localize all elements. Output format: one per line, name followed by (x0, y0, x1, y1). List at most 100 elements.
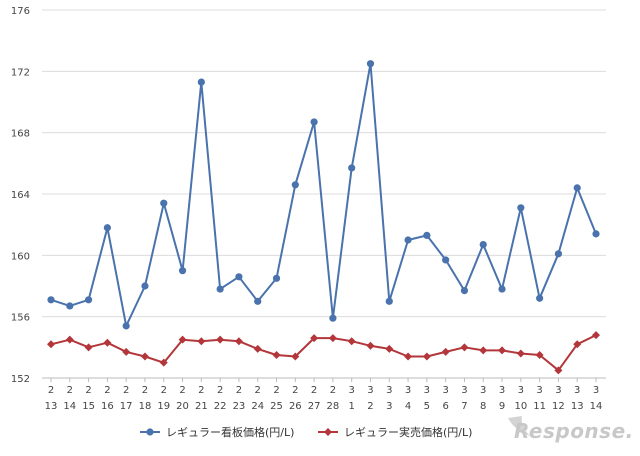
x-tick-month: 2 (236, 385, 242, 396)
response-watermark-logo: Response. (508, 416, 633, 443)
x-tick-month: 3 (442, 385, 448, 396)
legend-marker (324, 428, 332, 436)
data-point (216, 335, 225, 344)
swoosh-icon (508, 416, 530, 436)
data-point (592, 331, 600, 340)
legend-label: レギュラー実売価格(円/L) (344, 425, 472, 439)
x-tick-month: 2 (292, 385, 298, 396)
x-tick-month: 3 (499, 385, 505, 396)
data-point (441, 347, 450, 356)
data-point (385, 297, 393, 305)
x-tick-month: 3 (386, 385, 392, 396)
x-tick-month: 2 (330, 385, 336, 396)
x-tick-day: 5 (424, 401, 430, 412)
x-tick-day: 27 (308, 401, 321, 412)
x-tick-day: 20 (176, 401, 189, 412)
x-tick-day: 4 (405, 401, 411, 412)
data-point (103, 338, 112, 347)
y-tick-label: 172 (11, 67, 30, 78)
data-point (554, 366, 563, 375)
x-tick-month: 2 (311, 385, 317, 396)
x-tick-day: 19 (157, 401, 170, 412)
x-tick-month: 3 (574, 385, 580, 396)
data-point (47, 340, 55, 349)
x-tick-day: 13 (571, 401, 584, 412)
data-point (272, 351, 281, 359)
x-tick-day: 10 (514, 401, 527, 412)
data-point (178, 267, 187, 275)
data-point (348, 164, 356, 172)
x-tick-month: 2 (142, 385, 148, 396)
x-tick-month: 3 (593, 385, 599, 396)
data-point (178, 335, 187, 344)
x-tick-month: 2 (123, 385, 129, 396)
x-tick-month: 2 (104, 385, 110, 396)
data-point (291, 181, 299, 189)
x-tick-month: 2 (179, 385, 185, 396)
x-tick-day: 3 (386, 401, 392, 412)
data-point (536, 294, 544, 302)
data-point (385, 344, 394, 353)
data-point (423, 231, 431, 239)
x-tick-month: 2 (85, 385, 91, 396)
x-tick-day: 23 (233, 401, 246, 412)
x-tick-day: 6 (442, 401, 448, 412)
data-point (310, 118, 318, 126)
data-point (159, 358, 168, 367)
data-point (498, 346, 507, 355)
data-point (272, 274, 281, 282)
data-point (347, 337, 356, 346)
y-grid (42, 9, 606, 379)
data-point (366, 60, 375, 68)
x-tick-month: 2 (198, 385, 204, 396)
x-tick-month: 3 (424, 385, 430, 396)
legend-label: レギュラー看板価格(円/L) (166, 425, 294, 439)
data-point (535, 351, 544, 359)
x-tick-month: 2 (217, 385, 223, 396)
x-tick-day: 12 (552, 401, 565, 412)
x-tick-month: 3 (367, 385, 373, 396)
data-point (234, 337, 243, 346)
plot-area (47, 60, 600, 375)
y-tick-label: 168 (11, 129, 30, 140)
data-point (84, 343, 93, 352)
x-tick-day: 13 (45, 401, 58, 412)
x-tick-day: 8 (480, 401, 486, 412)
x-tick-month: 3 (518, 385, 524, 396)
x-tick-day: 9 (499, 401, 505, 412)
series-line-1 (50, 334, 597, 372)
data-point (47, 296, 55, 304)
data-point (422, 352, 431, 361)
x-tick-day: 22 (214, 401, 227, 412)
data-point (517, 204, 525, 212)
data-point (479, 241, 487, 249)
x-tick-day: 17 (120, 401, 133, 412)
data-point (197, 337, 206, 346)
y-tick-label: 164 (11, 190, 30, 201)
x-tick-month: 3 (461, 385, 467, 396)
legend-marker (146, 428, 154, 436)
x-tick-month: 3 (405, 385, 411, 396)
data-point (160, 199, 168, 207)
data-point (404, 352, 413, 361)
data-point (216, 285, 224, 293)
legend: レギュラー看板価格(円/L) レギュラー実売価格(円/L) (140, 425, 472, 439)
data-point (442, 256, 450, 264)
y-tick-label: 152 (11, 374, 30, 385)
x-tick-day: 14 (590, 401, 603, 412)
y-axis: 152 156 160 164 168 172 176 (11, 6, 30, 385)
data-point (516, 349, 525, 358)
x-tick-month: 2 (255, 385, 261, 396)
data-point (554, 250, 563, 258)
y-tick-label: 156 (11, 313, 30, 324)
x-tick-month: 3 (349, 385, 355, 396)
x-tick-month: 2 (161, 385, 167, 396)
data-point (329, 314, 337, 322)
x-tick-month: 2 (48, 385, 54, 396)
data-point (122, 322, 130, 330)
data-point (141, 282, 149, 290)
x-tick-day: 14 (63, 401, 76, 412)
x-tick-day: 16 (101, 401, 114, 412)
data-point (366, 341, 375, 350)
